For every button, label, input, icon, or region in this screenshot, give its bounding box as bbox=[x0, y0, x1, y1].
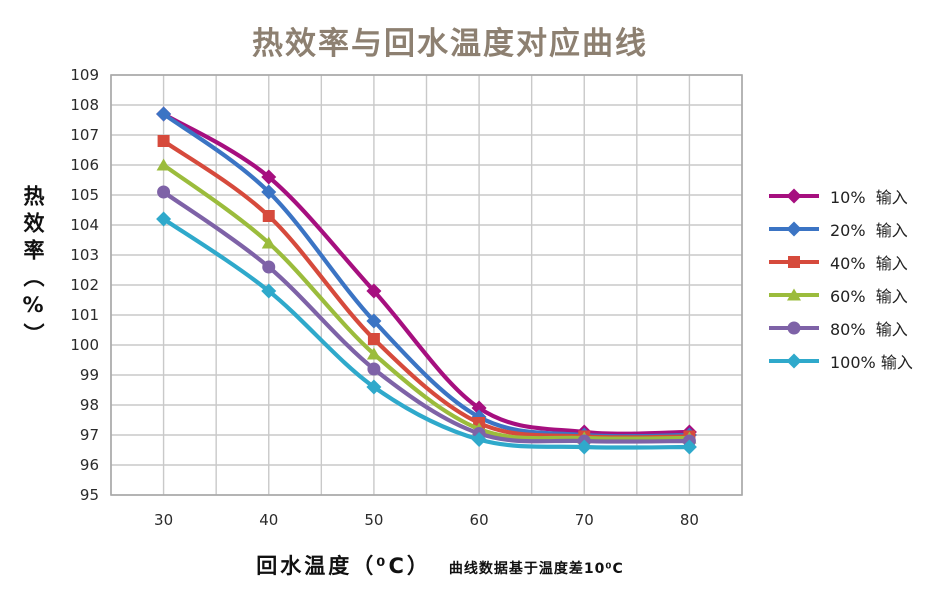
diamond-marker bbox=[471, 400, 487, 416]
x-axis-row: 回水温度（⁰C） 曲线数据基于温度差10⁰C bbox=[110, 550, 770, 580]
diamond-marker bbox=[786, 188, 802, 204]
y-tick-label: 98 bbox=[80, 396, 99, 414]
square-marker bbox=[367, 333, 380, 345]
chart-title: 热效率与回水温度对应曲线 bbox=[252, 26, 648, 62]
y-tick-label: 104 bbox=[70, 216, 99, 234]
triangle-marker bbox=[156, 158, 171, 171]
diamond-marker bbox=[681, 439, 697, 455]
y-tick-label: 109 bbox=[70, 66, 99, 84]
legend-swatch bbox=[769, 256, 819, 268]
y-tick-label: 107 bbox=[70, 126, 99, 144]
legend-item: 80% 输入 bbox=[768, 318, 928, 339]
legend-label: 40% 输入 bbox=[830, 254, 908, 273]
diamond-marker bbox=[261, 184, 277, 200]
diamond-marker bbox=[156, 211, 172, 227]
legend-item: 20% 输入 bbox=[768, 219, 928, 240]
y-tick-label: 97 bbox=[80, 426, 99, 444]
diamond-marker bbox=[261, 283, 277, 299]
x-axis-title: 回水温度（⁰C） bbox=[256, 554, 431, 578]
legend-item: 10% 输入 bbox=[768, 186, 928, 207]
y-tick-label: 103 bbox=[70, 246, 99, 264]
square-marker bbox=[788, 256, 800, 268]
circle-marker bbox=[157, 185, 171, 199]
circle-marker bbox=[787, 321, 801, 335]
y-tick-label: 106 bbox=[70, 156, 99, 174]
legend-swatch bbox=[769, 188, 819, 204]
y-tick-label: 96 bbox=[80, 456, 99, 474]
legend-label: 80% 输入 bbox=[830, 320, 908, 339]
x-tick-label: 60 bbox=[470, 511, 489, 529]
diamond-marker bbox=[786, 221, 802, 237]
legend-swatch bbox=[769, 221, 819, 237]
legend: 10% 输入 20% 输入 40% 输入 60% 输入 80% 输入 100% 输入 bbox=[768, 186, 928, 372]
legend-swatch bbox=[769, 353, 819, 369]
x-tick-label: 70 bbox=[575, 511, 594, 529]
x-tick-label: 30 bbox=[154, 511, 173, 529]
y-axis-title: 热效率（%） bbox=[21, 185, 45, 350]
legend-item: 100% 输入 bbox=[768, 351, 928, 372]
y-tick-label: 108 bbox=[70, 96, 99, 114]
legend-label: 10% 输入 bbox=[830, 188, 908, 207]
diamond-marker bbox=[366, 379, 382, 395]
series-line bbox=[161, 216, 692, 450]
diamond-marker bbox=[366, 283, 382, 299]
diamond-marker bbox=[156, 106, 172, 122]
legend-swatch bbox=[769, 288, 819, 301]
x-tick-label: 80 bbox=[680, 511, 699, 529]
y-tick-label: 95 bbox=[80, 486, 99, 504]
legend-item: 40% 输入 bbox=[768, 252, 928, 273]
circle-marker bbox=[367, 362, 381, 376]
y-tick-label: 99 bbox=[80, 366, 99, 384]
y-tick-label: 102 bbox=[70, 276, 99, 294]
diamond-marker bbox=[786, 353, 802, 369]
x-tick-label: 50 bbox=[364, 511, 383, 529]
legend-item: 60% 输入 bbox=[768, 285, 928, 306]
y-tick-label: 105 bbox=[70, 186, 99, 204]
diamond-marker bbox=[471, 432, 487, 447]
square-marker bbox=[262, 210, 275, 222]
diamond-marker bbox=[366, 313, 382, 329]
triangle-marker bbox=[787, 288, 801, 301]
square-marker bbox=[157, 135, 170, 147]
legend-label: 60% 输入 bbox=[830, 287, 908, 306]
diamond-marker bbox=[261, 169, 277, 185]
y-tick-label: 100 bbox=[70, 336, 99, 354]
legend-label: 20% 输入 bbox=[830, 221, 908, 240]
triangle-marker bbox=[261, 236, 276, 249]
legend-swatch bbox=[769, 321, 819, 335]
triangle-marker bbox=[366, 347, 381, 360]
x-tick-label: 40 bbox=[259, 511, 278, 529]
y-tick-label: 101 bbox=[70, 306, 99, 324]
legend-label: 100% 输入 bbox=[830, 353, 913, 372]
diamond-marker bbox=[576, 439, 592, 455]
x-axis-note: 曲线数据基于温度差10⁰C bbox=[448, 561, 624, 577]
plot-border bbox=[110, 74, 743, 496]
circle-marker bbox=[262, 260, 276, 274]
